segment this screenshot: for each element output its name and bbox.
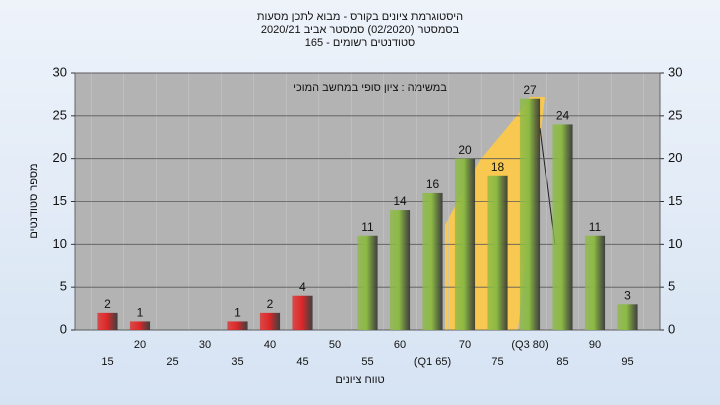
x-tick-label: 90 bbox=[589, 339, 601, 351]
bar bbox=[259, 312, 281, 330]
y-tick-label: 25 bbox=[53, 107, 67, 122]
x-tick-label: 55 bbox=[361, 356, 373, 368]
y2-tick-label: 0 bbox=[668, 321, 675, 336]
y-tick-label: 20 bbox=[53, 150, 67, 165]
x-tick-label: 95 bbox=[621, 356, 633, 368]
annotation: במשימה : ציון סופי במחשב המוכי bbox=[293, 82, 447, 94]
y-tick-label: 5 bbox=[60, 279, 67, 294]
bar bbox=[357, 235, 378, 330]
chart-subtitle: סטודנטים רשומים - 165 bbox=[305, 37, 416, 49]
bar bbox=[389, 210, 411, 330]
x-tick-label: 15 bbox=[101, 356, 113, 368]
x-tick-label: 35 bbox=[231, 356, 243, 368]
bar bbox=[454, 158, 476, 330]
data-label: 16 bbox=[426, 177, 440, 191]
data-label: 1 bbox=[137, 306, 144, 320]
y2-tick-label: 10 bbox=[668, 236, 682, 251]
y-tick-label: 15 bbox=[53, 193, 67, 208]
chart-title: היסטוגרמת ציונים בקורס - מבוא לתכן מסעות bbox=[257, 10, 463, 23]
y2-tick-label: 20 bbox=[668, 150, 682, 165]
x-tick-label: 85 bbox=[556, 356, 568, 368]
data-label: 2 bbox=[104, 297, 111, 311]
y-tick-label: 30 bbox=[53, 64, 67, 79]
data-label: 11 bbox=[589, 220, 602, 234]
data-label: 14 bbox=[393, 194, 407, 208]
data-label: 24 bbox=[556, 109, 570, 123]
bar bbox=[584, 235, 606, 330]
y-tick-label: 0 bbox=[60, 321, 67, 336]
data-label: 1 bbox=[234, 306, 241, 320]
x-tick-label: 45 bbox=[296, 356, 308, 368]
data-label: 18 bbox=[491, 160, 505, 174]
x-tick-label: 20 bbox=[134, 339, 146, 351]
bar bbox=[617, 304, 638, 330]
x-tick-label: (Q1 65) bbox=[414, 356, 451, 368]
x-tick-label: 70 bbox=[459, 339, 471, 351]
bar bbox=[292, 295, 313, 330]
chart-subtitle: בסמסטר (02/2020) סמסטר אביב 2020/21 bbox=[261, 24, 460, 36]
x-tick-label: (Q3 80) bbox=[511, 339, 548, 351]
bar bbox=[519, 98, 541, 330]
data-label: 3 bbox=[624, 288, 631, 302]
data-label: 2 bbox=[267, 297, 274, 311]
bar bbox=[227, 321, 248, 330]
x-tick-label: 60 bbox=[394, 339, 406, 351]
y2-tick-label: 30 bbox=[668, 64, 682, 79]
y-tick-label: 10 bbox=[53, 236, 67, 251]
x-tick-label: 50 bbox=[329, 339, 341, 351]
y2-tick-label: 25 bbox=[668, 107, 682, 122]
x-axis-label: טווח ציונים bbox=[335, 374, 384, 386]
x-tick-label: 30 bbox=[199, 339, 211, 351]
bar bbox=[97, 312, 118, 330]
x-tick-label: 75 bbox=[491, 356, 503, 368]
x-tick-label: 40 bbox=[264, 339, 276, 351]
x-tick-label: 25 bbox=[166, 356, 178, 368]
y2-tick-label: 5 bbox=[668, 279, 675, 294]
bar bbox=[487, 175, 508, 330]
data-label: 27 bbox=[523, 83, 537, 97]
bar bbox=[552, 124, 573, 331]
data-label: 20 bbox=[458, 143, 472, 157]
data-label: 11 bbox=[361, 220, 374, 234]
bar bbox=[129, 321, 151, 330]
y2-tick-label: 15 bbox=[668, 193, 682, 208]
data-label: 4 bbox=[299, 280, 306, 294]
bar bbox=[422, 192, 443, 330]
y-axis-label: מספר סטודנטים bbox=[28, 163, 40, 238]
